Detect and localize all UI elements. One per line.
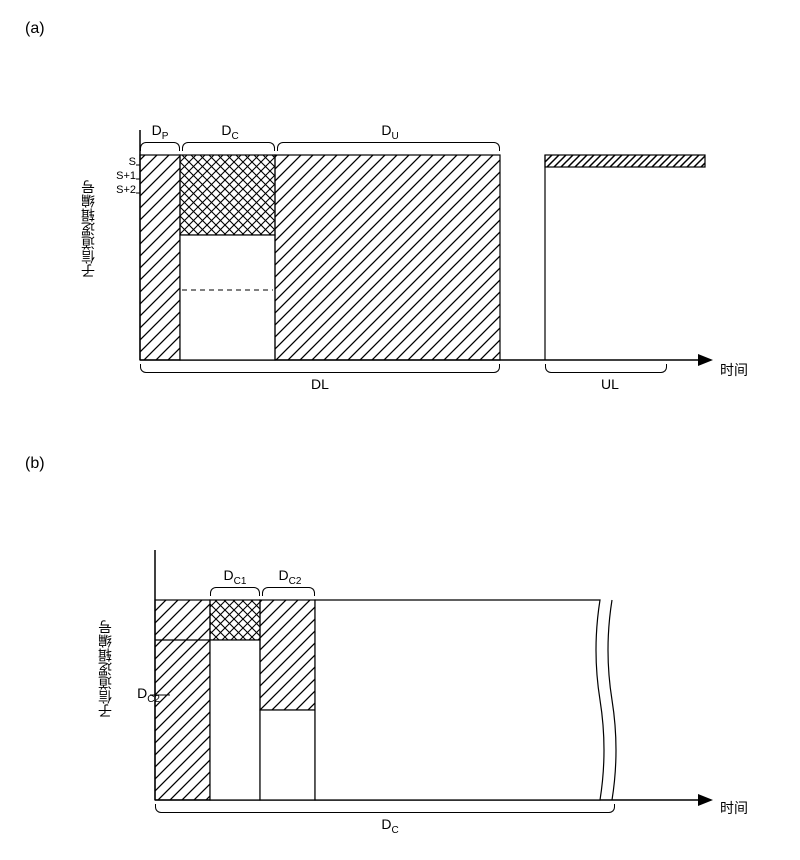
brace-dc1-b: [210, 587, 260, 596]
label-dc2-b: DC2: [260, 567, 320, 587]
label-dp: DP: [135, 122, 185, 142]
panel-b-chart: [0, 430, 800, 860]
label-dl: DL: [290, 376, 350, 392]
label-dc-bottom: DC: [360, 816, 420, 836]
brace-du: [277, 142, 500, 151]
brace-dc-b: [155, 804, 615, 813]
brace-dp: [140, 142, 180, 151]
label-dc: DC: [200, 122, 260, 142]
brace-ul: [545, 364, 667, 373]
panel-b-xaxis-label: 时间: [720, 798, 748, 818]
label-du: DU: [360, 122, 420, 142]
brace-dc2-b: [262, 587, 315, 596]
label-dc1-b: DC1: [205, 567, 265, 587]
brace-dl: [140, 364, 500, 373]
brace-dc: [182, 142, 275, 151]
panel-a-xaxis-label: 时间: [720, 360, 748, 380]
leader-dc2: [150, 690, 180, 710]
label-ul: UL: [580, 376, 640, 392]
